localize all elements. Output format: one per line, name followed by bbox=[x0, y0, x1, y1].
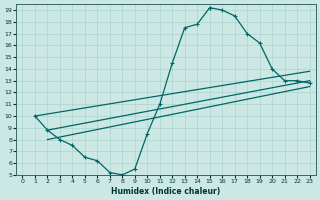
X-axis label: Humidex (Indice chaleur): Humidex (Indice chaleur) bbox=[111, 187, 221, 196]
